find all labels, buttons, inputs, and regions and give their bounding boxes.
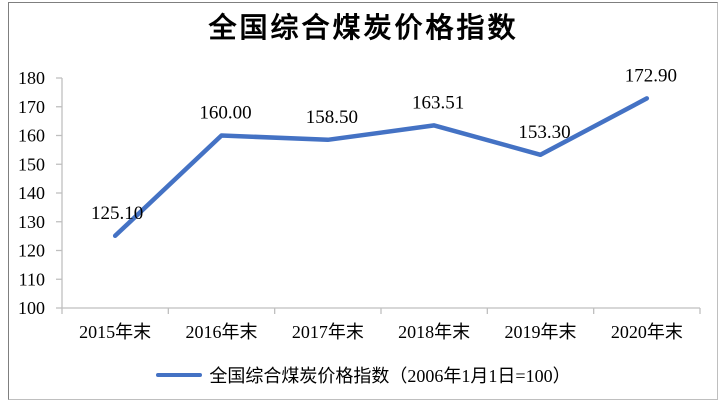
series-line <box>112 96 650 239</box>
data-label: 153.30 <box>518 122 570 143</box>
y-tick-label: 180 <box>18 68 45 88</box>
data-label: 158.50 <box>306 107 358 128</box>
y-tick-label: 170 <box>18 97 45 117</box>
legend-series-label: 全国综合煤炭价格指数（2006年1月1日=100） <box>209 366 571 386</box>
y-tick-label: 100 <box>18 298 45 318</box>
data-label: 160.00 <box>199 103 251 124</box>
data-label: 163.51 <box>412 92 464 113</box>
x-tick-label: 2020年末 <box>611 322 683 342</box>
y-tick-label: 140 <box>18 183 45 203</box>
y-tick-label: 150 <box>18 154 45 174</box>
legend-line-marker <box>156 372 203 378</box>
data-label: 125.10 <box>91 203 143 224</box>
data-label: 172.90 <box>625 65 677 86</box>
y-tick-label: 110 <box>19 269 45 289</box>
y-tick-label: 130 <box>18 212 45 232</box>
y-tick-label: 160 <box>18 126 45 146</box>
x-tick-label: 2018年末 <box>398 322 470 342</box>
x-tick-label: 2016年末 <box>186 322 258 342</box>
x-tick-label: 2017年末 <box>292 322 364 342</box>
chart-title: 全国综合煤炭价格指数 <box>208 13 519 44</box>
legend: 全国综合煤炭价格指数（2006年1月1日=100） <box>0 362 727 388</box>
x-tick-label: 2015年末 <box>79 322 151 342</box>
y-tick-label: 120 <box>18 241 45 261</box>
x-tick-label: 2019年末 <box>505 322 577 342</box>
